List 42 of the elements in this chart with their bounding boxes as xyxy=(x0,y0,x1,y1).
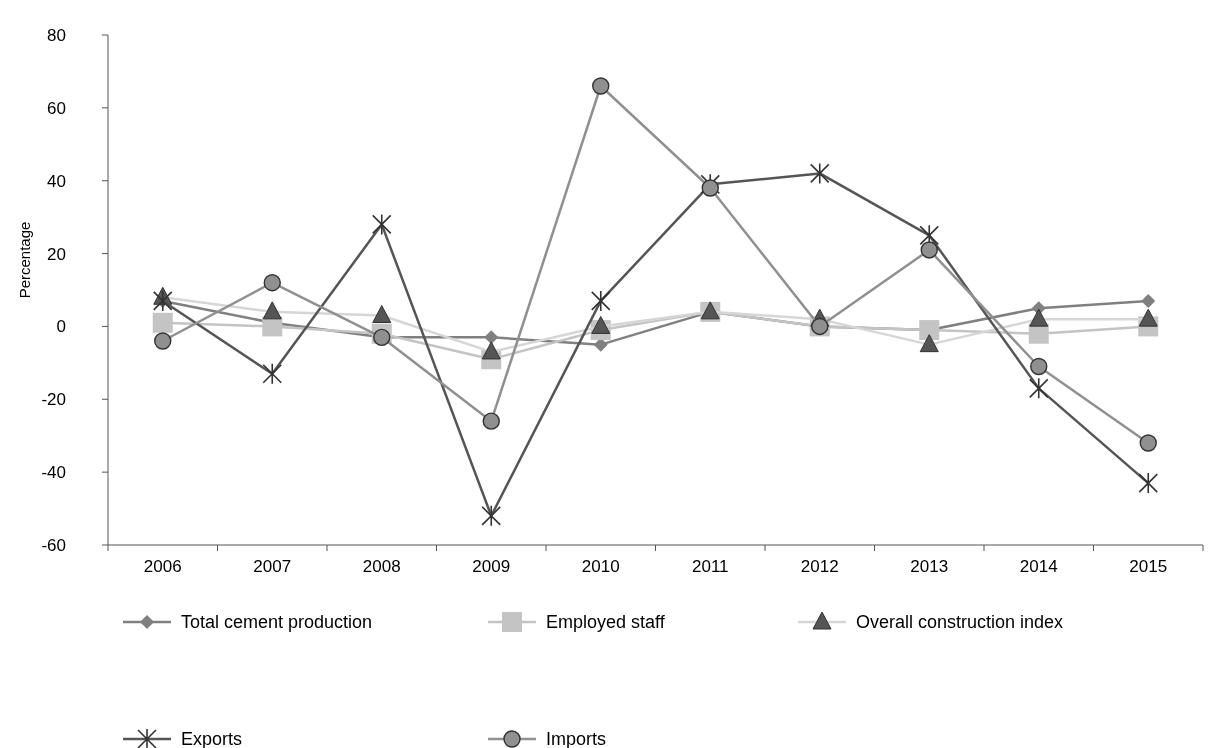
point xyxy=(1030,357,1048,376)
y-tick-label: 60 xyxy=(47,98,66,118)
point xyxy=(919,224,940,247)
point xyxy=(701,179,719,197)
y-tick-label: -40 xyxy=(41,463,66,483)
y-axis-title: Percentage xyxy=(16,221,33,299)
x-tick-label: 2013 xyxy=(910,557,949,576)
point xyxy=(920,241,938,259)
legend-label: Overall construction index xyxy=(856,612,1064,633)
point xyxy=(1141,293,1156,308)
y-tick-label: -20 xyxy=(41,390,66,410)
point xyxy=(1028,377,1049,400)
y-tick-label: 0 xyxy=(56,317,66,337)
y-tick-label: 40 xyxy=(47,171,66,191)
point xyxy=(262,362,283,385)
point xyxy=(592,77,610,95)
x-tick-label: 2007 xyxy=(253,557,292,576)
x-tick-label: 2015 xyxy=(1129,557,1168,576)
y-tick-label: 80 xyxy=(47,25,66,45)
point xyxy=(484,330,499,345)
point xyxy=(263,274,281,292)
point xyxy=(481,505,502,527)
point xyxy=(482,412,500,430)
point xyxy=(154,332,172,350)
x-tick-label: 2006 xyxy=(143,557,182,576)
y-tick-label: 20 xyxy=(47,244,66,264)
legend-label: Total cement production xyxy=(181,612,373,633)
point xyxy=(590,290,611,312)
point xyxy=(1139,434,1157,452)
x-tick-label: 2012 xyxy=(800,557,839,576)
x-tick-label: 2014 xyxy=(1019,557,1058,576)
y-tick-label: -60 xyxy=(41,535,66,555)
point xyxy=(371,213,392,236)
x-tick-label: 2010 xyxy=(581,557,620,576)
point xyxy=(152,312,173,333)
x-tick-label: 2008 xyxy=(362,557,401,576)
point xyxy=(809,162,830,185)
point xyxy=(1138,472,1159,494)
legend-label: Employed staff xyxy=(546,612,666,633)
x-tick-label: 2011 xyxy=(691,557,729,576)
x-tick-label: 2009 xyxy=(472,557,511,576)
point xyxy=(152,290,173,312)
